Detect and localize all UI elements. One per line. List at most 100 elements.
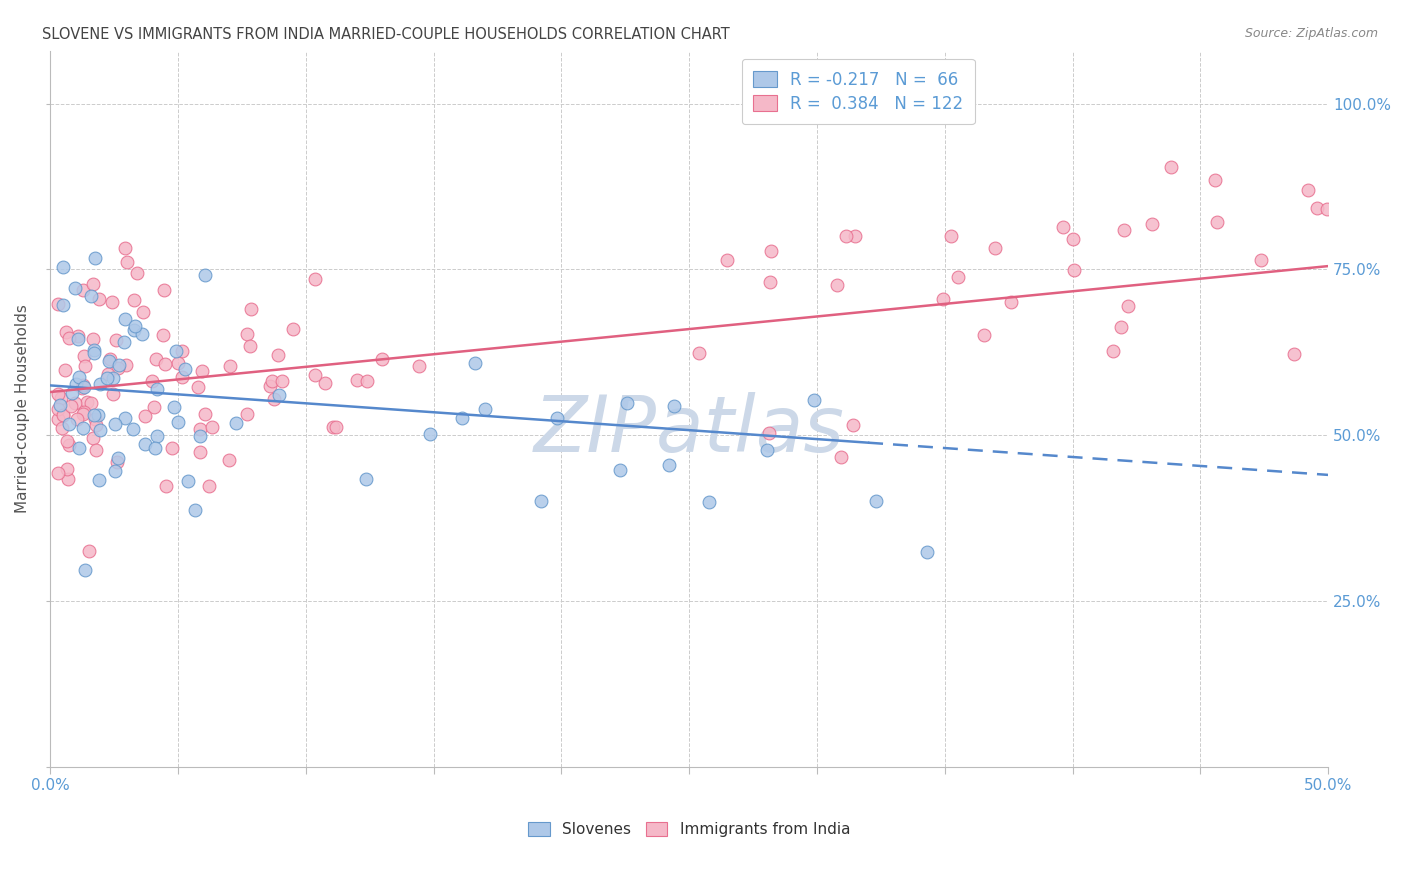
Point — [235, 327, 257, 342]
Point — [239, 339, 262, 353]
Point — [141, 374, 163, 388]
Point — [1160, 160, 1182, 174]
Point — [72, 407, 94, 421]
Point — [115, 255, 138, 269]
Point — [825, 278, 848, 293]
Point — [55, 326, 77, 340]
Point — [56, 472, 79, 486]
Point — [474, 401, 496, 416]
Point — [664, 399, 686, 413]
Point — [51, 420, 73, 434]
Point — [419, 426, 441, 441]
Point — [1116, 299, 1139, 313]
Point — [87, 409, 110, 423]
Point — [464, 356, 486, 370]
Point — [72, 378, 94, 392]
Text: SLOVENE VS IMMIGRANTS FROM INDIA MARRIED-COUPLE HOUSEHOLDS CORRELATION CHART: SLOVENE VS IMMIGRANTS FROM INDIA MARRIED… — [42, 27, 730, 42]
Point — [52, 408, 75, 422]
Point — [107, 361, 129, 376]
Y-axis label: Married-couple Households: Married-couple Households — [15, 304, 30, 513]
Point — [134, 437, 156, 451]
Point — [1102, 344, 1125, 359]
Point — [219, 359, 242, 373]
Point — [49, 392, 72, 406]
Point — [104, 463, 127, 477]
Point — [87, 293, 110, 307]
Text: Source: ZipAtlas.com: Source: ZipAtlas.com — [1244, 27, 1378, 40]
Point — [145, 382, 167, 396]
Point — [105, 455, 128, 469]
Point — [112, 334, 135, 349]
Point — [155, 358, 177, 372]
Legend: Slovenes, Immigrants from India: Slovenes, Immigrants from India — [520, 814, 858, 845]
Point — [177, 474, 200, 488]
Point — [98, 352, 121, 367]
Point — [58, 331, 80, 345]
Point — [262, 374, 284, 388]
Point — [865, 494, 887, 508]
Point — [66, 332, 89, 346]
Point — [80, 396, 103, 410]
Point — [835, 229, 858, 244]
Point — [82, 277, 104, 291]
Point — [132, 304, 155, 318]
Point — [83, 251, 105, 265]
Point — [72, 284, 94, 298]
Point — [1206, 215, 1229, 229]
Point — [101, 387, 124, 401]
Point — [1000, 294, 1022, 309]
Point — [658, 458, 681, 473]
Point — [134, 409, 156, 424]
Point — [72, 421, 94, 435]
Point — [72, 381, 94, 395]
Point — [63, 396, 86, 410]
Text: ZIPatlas: ZIPatlas — [534, 392, 845, 468]
Point — [114, 241, 136, 255]
Point — [450, 410, 472, 425]
Point — [131, 326, 153, 341]
Point — [281, 322, 304, 336]
Point — [84, 443, 107, 458]
Point — [60, 399, 83, 413]
Point — [97, 354, 120, 368]
Point — [152, 327, 174, 342]
Point — [89, 377, 111, 392]
Point — [325, 419, 347, 434]
Point — [84, 418, 107, 433]
Point — [107, 450, 129, 465]
Point — [1052, 219, 1074, 234]
Point — [83, 345, 105, 359]
Point — [1306, 202, 1329, 216]
Point — [72, 380, 94, 394]
Point — [973, 328, 995, 343]
Point — [314, 376, 336, 391]
Point — [76, 395, 98, 409]
Point — [259, 378, 281, 392]
Point — [46, 466, 69, 480]
Point — [73, 349, 96, 363]
Point — [939, 228, 962, 243]
Point — [931, 292, 953, 306]
Point — [408, 359, 430, 374]
Point — [697, 495, 720, 509]
Point — [756, 442, 779, 457]
Point — [75, 564, 97, 578]
Point — [263, 392, 285, 406]
Point — [96, 371, 118, 385]
Point — [546, 411, 568, 425]
Point — [218, 453, 240, 467]
Point — [240, 301, 263, 316]
Point — [370, 351, 392, 366]
Point — [271, 374, 294, 388]
Point — [46, 401, 69, 416]
Point — [166, 356, 188, 370]
Point — [188, 422, 211, 436]
Point — [1204, 172, 1226, 186]
Point — [1112, 223, 1135, 237]
Point — [1109, 319, 1132, 334]
Point — [89, 423, 111, 437]
Point — [46, 387, 69, 401]
Point — [82, 432, 104, 446]
Point — [530, 493, 553, 508]
Point — [354, 471, 377, 485]
